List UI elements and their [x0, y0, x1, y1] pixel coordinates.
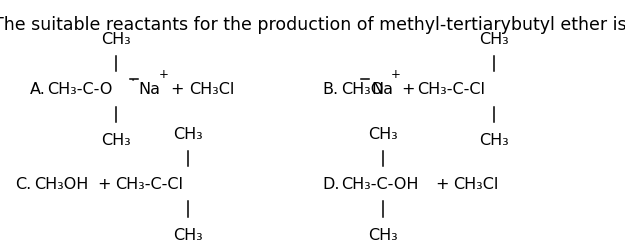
Text: +: +	[401, 82, 415, 97]
Text: CH₃-C-OH: CH₃-C-OH	[341, 176, 418, 192]
Text: CH₃: CH₃	[173, 126, 203, 141]
Text: +: +	[436, 176, 449, 192]
Text: +: +	[159, 68, 169, 81]
Text: CH₃-C-Cl: CH₃-C-Cl	[116, 176, 184, 192]
Text: CH₃OH: CH₃OH	[34, 176, 89, 192]
Text: CH₃Cl: CH₃Cl	[189, 82, 234, 97]
Text: +: +	[170, 82, 184, 97]
Text: D.: D.	[322, 176, 339, 192]
Text: Na: Na	[139, 82, 161, 97]
Text: CH₃-C-O: CH₃-C-O	[47, 82, 112, 97]
Text: CH₃O: CH₃O	[341, 82, 383, 97]
Text: CH₃: CH₃	[479, 132, 509, 147]
Text: A.: A.	[29, 82, 45, 97]
Text: CH₃: CH₃	[101, 32, 131, 47]
Text: CH₃: CH₃	[101, 132, 131, 147]
Text: CH₃Cl: CH₃Cl	[453, 176, 499, 192]
Text: CH₃-C-Cl: CH₃-C-Cl	[418, 82, 486, 97]
Text: C.: C.	[16, 176, 32, 192]
Text: CH₃: CH₃	[173, 227, 203, 242]
Text: CH₃: CH₃	[368, 227, 398, 242]
Text: +: +	[97, 176, 111, 192]
Text: +: +	[391, 68, 401, 81]
Text: The suitable reactants for the production of methyl-tertiarybutyl ether is:: The suitable reactants for the productio…	[0, 16, 625, 34]
Text: CH₃: CH₃	[479, 32, 509, 47]
Text: B.: B.	[322, 82, 338, 97]
Text: CH₃: CH₃	[368, 126, 398, 141]
Text: Na: Na	[371, 82, 393, 97]
